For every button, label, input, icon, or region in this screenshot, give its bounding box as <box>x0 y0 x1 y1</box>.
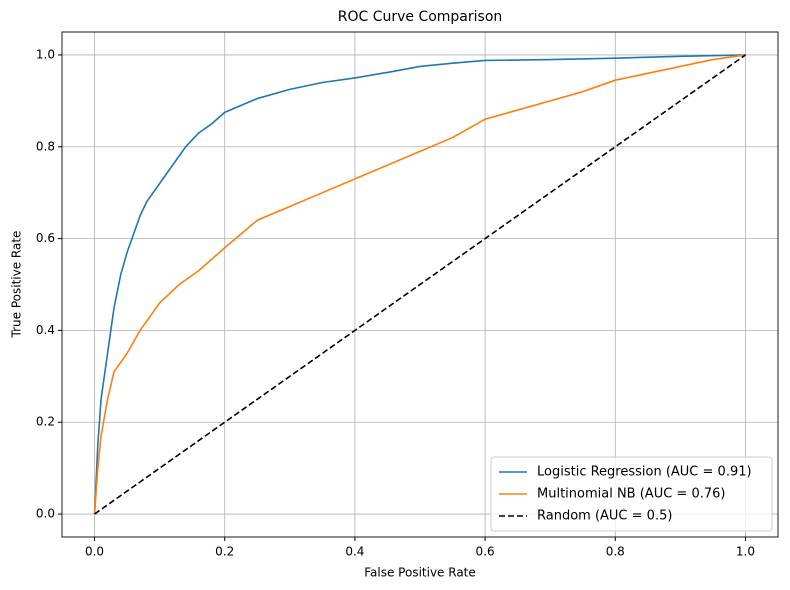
legend: Logistic Regression (AUC = 0.91) Multinom… <box>490 456 773 532</box>
y-tick-label: 0.4 <box>36 323 55 337</box>
x-axis-label: False Positive Rate <box>364 566 476 580</box>
y-tick-label: 0.2 <box>36 415 55 429</box>
roc-line <box>94 54 746 515</box>
y-tick-label: 0.0 <box>36 507 55 521</box>
roc-line <box>93 54 746 515</box>
y-axis-label: True Positive Rate <box>10 231 24 339</box>
plot-frame <box>61 31 779 538</box>
x-tick-label: 0.6 <box>476 545 495 559</box>
x-tick-label: 0.8 <box>606 545 625 559</box>
legend-label: Random (AUC = 0.5) <box>537 509 672 524</box>
y-tick-label: 0.8 <box>36 139 55 153</box>
chart-title: ROC Curve Comparison <box>338 9 503 25</box>
legend-label: Logistic Regression (AUC = 0.91) <box>537 465 752 480</box>
legend-label: Multinomial NB (AUC = 0.76) <box>537 487 725 502</box>
x-tick-label: 0.2 <box>215 545 234 559</box>
y-tick-label: 1.0 <box>36 47 55 61</box>
x-tick-label: 0.4 <box>345 545 364 559</box>
x-tick-label: 0.0 <box>85 545 104 559</box>
roc-line <box>93 54 746 515</box>
y-tick-label: 0.6 <box>36 231 55 245</box>
x-tick-label: 1.0 <box>736 545 755 559</box>
legend-box <box>490 456 773 532</box>
